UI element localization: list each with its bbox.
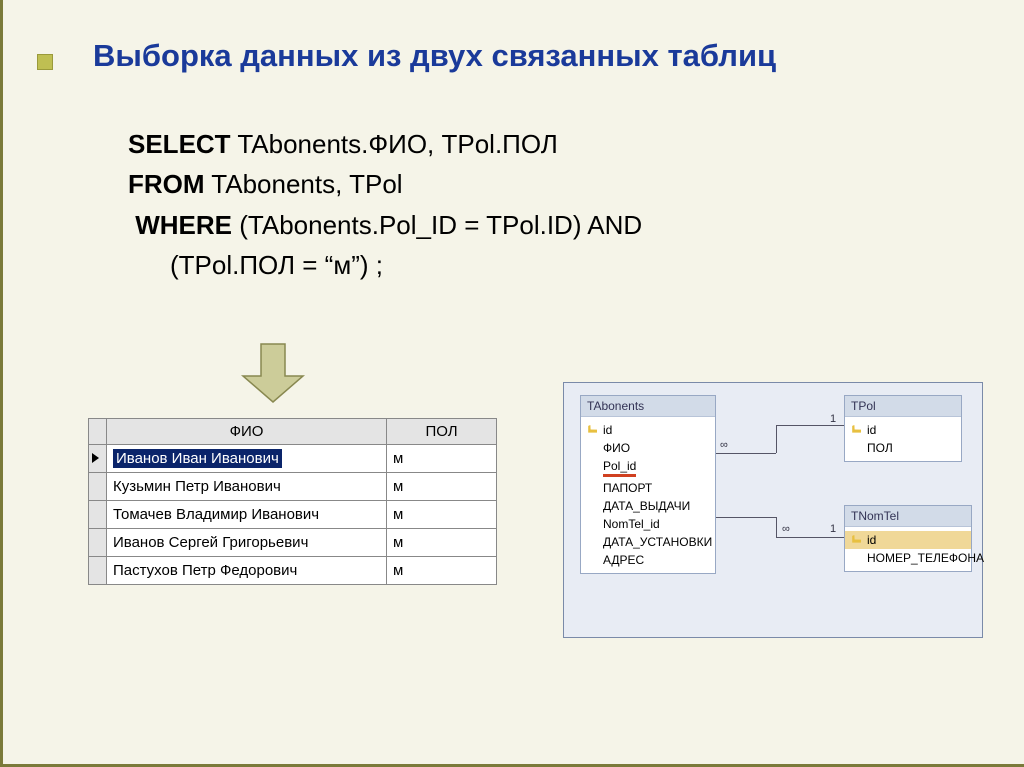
cell-pol: м [387,473,497,501]
slide-title: Выборка данных из двух связанных таблиц [93,38,964,74]
table-row: Пастухов Петр Федорович м [89,557,497,585]
table-row: Томачев Владимир Иванович м [89,501,497,529]
field: ПАПОРТ [581,479,715,497]
relation-line [716,517,776,518]
cardinality-one: 1 [830,523,836,535]
relation-line [776,517,777,537]
cardinality-inf: ∞ [782,523,790,535]
table-header-row: ФИО ПОЛ [89,419,497,445]
table-row: Кузьмин Петр Иванович м [89,473,497,501]
kw-from: FROM [128,169,205,199]
sql-block: SELECT TAbonents.ФИО, TPol.ПОЛ FROM TAbo… [128,124,964,285]
table-title: TNomTel [845,506,971,527]
cell-fio: Кузьмин Петр Иванович [107,473,387,501]
where-clause2: (TPol.ПОЛ = “м”) ; [170,250,383,280]
field: NomTel_id [581,515,715,533]
col-pol: ПОЛ [387,419,497,445]
col-fio: ФИО [107,419,387,445]
table-title: TPol [845,396,961,417]
cardinality-inf: ∞ [720,439,728,451]
table-tabonents: TAbonents id ФИО Pol_id ПАПОРТ ДАТА_ВЫДА… [580,395,716,574]
cell-pol: м [387,529,497,557]
kw-select: SELECT [128,129,231,159]
field: ПОЛ [845,439,961,457]
field: ДАТА_УСТАНОВКИ [581,533,715,551]
relation-line [776,537,844,538]
cell-pol: м [387,557,497,585]
from-tables: TAbonents, TPol [205,169,403,199]
field: ФИО [581,439,715,457]
table-tnomtel: TNomTel id НОМЕР_ТЕЛЕФОНА [844,505,972,572]
row-selector-header [89,419,107,445]
relation-line [716,453,776,454]
bullet-square [37,54,53,70]
field: id [581,421,715,439]
table-row: Иванов Иван Иванович м [89,445,497,473]
relation-line [776,425,777,453]
cell-pol: м [387,501,497,529]
cell-fio: Томачев Владимир Иванович [107,501,387,529]
field: ДАТА_ВЫДАЧИ [581,497,715,515]
table-row: Иванов Сергей Григорьевич м [89,529,497,557]
relation-line [776,425,844,426]
arrow-down-icon [233,340,313,410]
table-title: TAbonents [581,396,715,417]
cell-pol: м [387,445,497,473]
where-clause: (TAbonents.Pol_ID = TPol.ID) AND [232,210,642,240]
cell-fio: Иванов Сергей Григорьевич [107,529,387,557]
table-tpol: TPol id ПОЛ [844,395,962,462]
cardinality-one: 1 [830,413,836,425]
field: НОМЕР_ТЕЛЕФОНА [845,549,971,567]
schema-diagram: TAbonents id ФИО Pol_id ПАПОРТ ДАТА_ВЫДА… [563,382,983,638]
kw-where: WHERE [135,210,232,240]
select-fields: TAbonents.ФИО, TPol.ПОЛ [231,129,558,159]
field: id [845,531,971,549]
field: АДРЕС [581,551,715,569]
cell-fio: Пастухов Петр Федорович [107,557,387,585]
result-table: ФИО ПОЛ Иванов Иван Иванович м Кузьмин П… [88,418,497,585]
cell-fio: Иванов Иван Иванович [113,449,282,468]
field: id [845,421,961,439]
field: Pol_id [581,457,715,479]
row-marker-cell [89,445,107,473]
